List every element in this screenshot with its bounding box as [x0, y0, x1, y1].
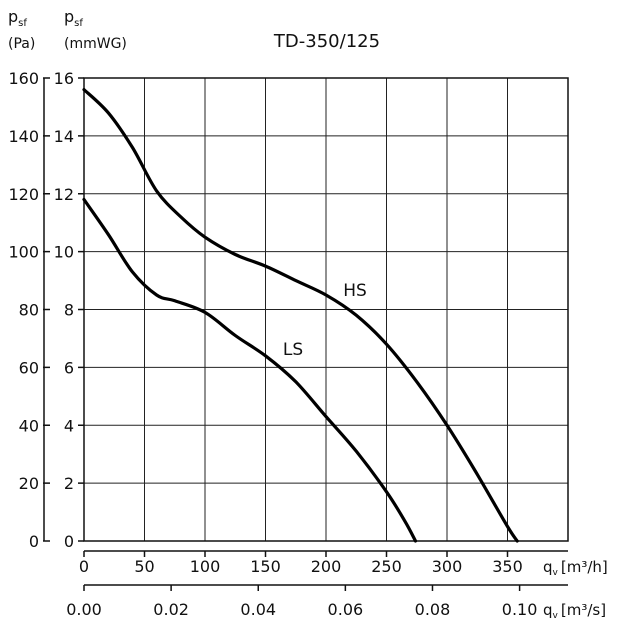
m3h-tick-label-0: 0 [79, 557, 89, 576]
m3h-tick-label-5: 250 [371, 557, 402, 576]
m3h-tick-label-7: 350 [492, 557, 523, 576]
mmwg-tick-label-2: 4 [64, 416, 74, 435]
mmwg-tick-label-8: 16 [54, 69, 74, 88]
pa-tick-label-5: 100 [8, 243, 39, 262]
mmwg-tick-label-5: 10 [54, 243, 74, 262]
mmwg-tick-label-6: 12 [54, 185, 74, 204]
y-pa-label: psf [8, 7, 27, 29]
mmwg-tick-label-4: 8 [64, 301, 74, 320]
grid [84, 78, 568, 541]
pa-tick-label-4: 80 [19, 301, 39, 320]
pa-tick-label-8: 160 [8, 69, 39, 88]
m3h-tick-label-1: 50 [134, 557, 154, 576]
m3s-tick-label-5: 0.10 [502, 600, 538, 619]
tick-marks [43, 77, 568, 591]
pa-tick-label-6: 120 [8, 185, 39, 204]
y-pa-unit: (Pa) [8, 36, 35, 52]
chart-title: TD-350/125 [273, 31, 380, 52]
m3h-tick-label-2: 100 [190, 557, 221, 576]
curve-label-hs: HS [343, 281, 367, 301]
mmwg-tick-label-3: 6 [64, 358, 74, 377]
curve-ls [82, 197, 418, 543]
mmwg-tick-label-1: 2 [64, 474, 74, 493]
m3h-tick-label-4: 200 [311, 557, 342, 576]
curve-hs [82, 88, 519, 543]
m3s-tick-label-2: 0.04 [240, 600, 276, 619]
y-mmwg-unit: (mmWG) [64, 36, 127, 52]
pa-tick-label-2: 40 [19, 416, 39, 435]
m3s-tick-label-4: 0.08 [415, 600, 451, 619]
x-m3s-label: qv [m³/s] [543, 601, 606, 621]
curves: HS LS [82, 88, 519, 543]
m3h-tick-label-6: 300 [432, 557, 463, 576]
mmwg-tick-label-7: 14 [54, 127, 74, 146]
m3s-tick-label-1: 0.02 [153, 600, 189, 619]
m3h-tick-label-3: 150 [250, 557, 281, 576]
pa-tick-label-3: 60 [19, 358, 39, 377]
pa-tick-label-0: 0 [29, 532, 39, 551]
pa-tick-label-7: 140 [8, 127, 39, 146]
pa-tick-label-1: 20 [19, 474, 39, 493]
m3s-tick-label-3: 0.06 [328, 600, 364, 619]
x-m3h-label: qv [m³/h] [543, 558, 608, 578]
m3s-tick-label-0: 0.00 [66, 600, 102, 619]
curve-label-ls: LS [283, 340, 303, 360]
y-mmwg-label: psf [64, 7, 83, 29]
mmwg-tick-label-0: 0 [64, 532, 74, 551]
